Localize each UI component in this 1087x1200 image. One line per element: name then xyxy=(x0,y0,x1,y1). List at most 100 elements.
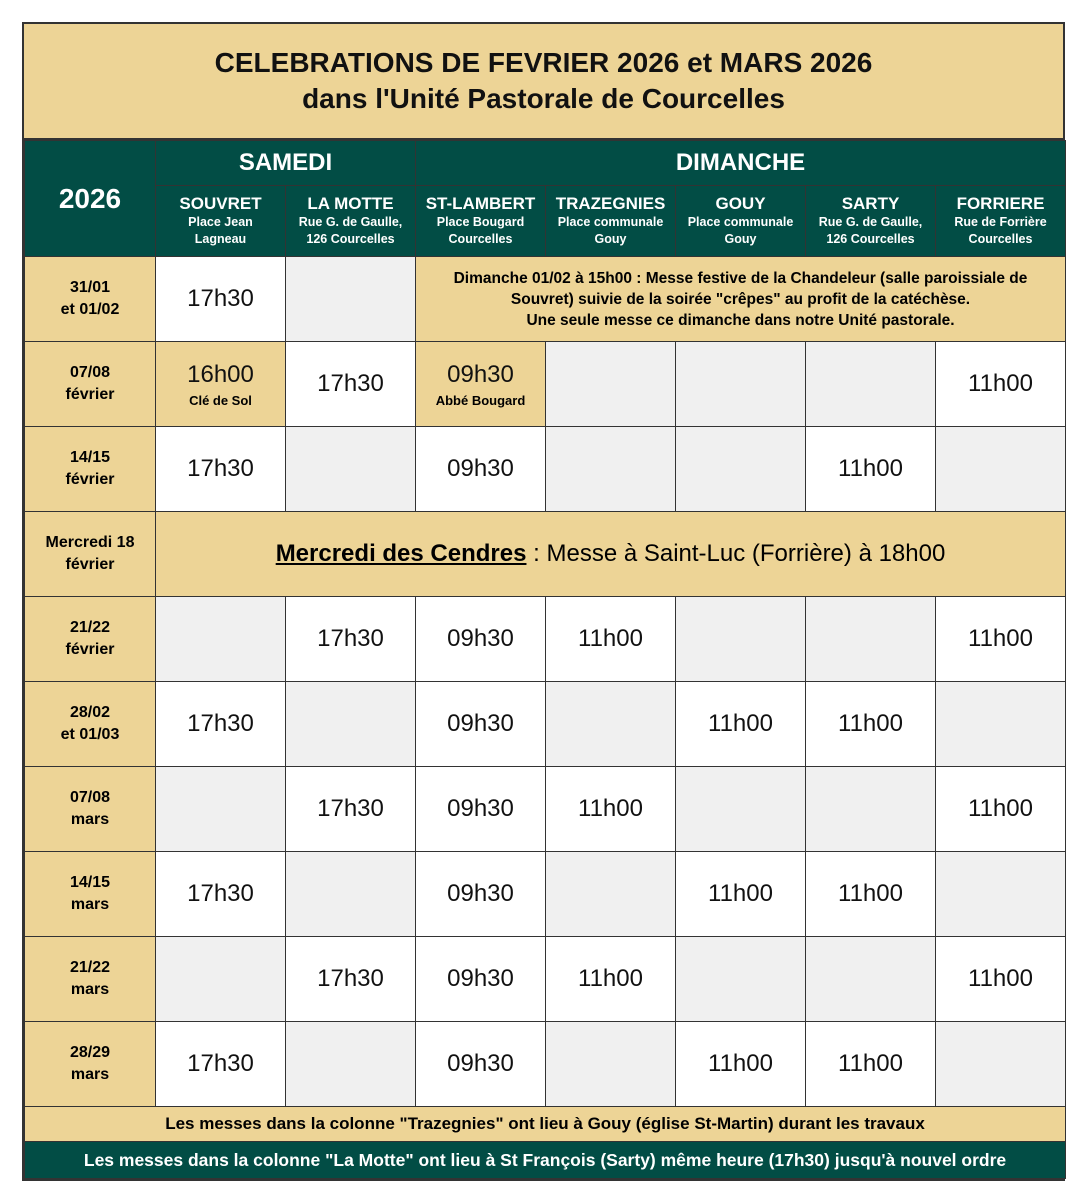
church-address: Courcelles xyxy=(968,232,1033,246)
empty-cell xyxy=(545,681,676,767)
date-line: mars xyxy=(70,981,110,998)
announcement-line: Dimanche 01/02 à 15h00 : Messe festive d… xyxy=(453,269,1028,287)
event-cell: Mercredi des Cendres : Messe à Saint-Luc… xyxy=(154,511,1067,597)
mass-time-cell: 17h30 xyxy=(285,596,416,682)
church-name: ST-LAMBERT xyxy=(425,194,536,213)
announcement-line: Souvret) suivie de la soirée "crêpes" au… xyxy=(510,290,971,308)
church-address: Courcelles xyxy=(448,232,513,246)
empty-cell xyxy=(934,681,1067,767)
date-cell: 14/15 mars xyxy=(24,851,156,937)
date-cell: 07/08 février xyxy=(24,341,156,427)
empty-cell xyxy=(675,936,806,1022)
date-line: février xyxy=(65,471,115,488)
mass-time-cell: 11h00 xyxy=(675,851,806,937)
mass-time: 11h00 xyxy=(838,710,903,737)
mass-time: 11h00 xyxy=(708,1050,773,1077)
mass-time-cell: 11h00 xyxy=(805,681,936,767)
church-address: Gouy xyxy=(594,232,627,246)
church-address: Place Jean xyxy=(188,215,253,229)
date-line: février xyxy=(65,556,115,573)
mass-time-cell: 11h00 xyxy=(545,936,676,1022)
church-address: Gouy xyxy=(724,232,757,246)
mass-time: 11h00 xyxy=(968,795,1033,822)
schedule-sheet: CELEBRATIONS DE FEVRIER 2026 et MARS 202… xyxy=(22,22,1067,1181)
empty-cell xyxy=(155,936,286,1022)
samedi-header: SAMEDI xyxy=(155,140,416,186)
church-name: TRAZEGNIES xyxy=(555,194,666,213)
date-line: 21/22 xyxy=(69,619,111,636)
empty-cell xyxy=(934,1021,1067,1107)
mass-time: 17h30 xyxy=(317,370,384,397)
announcement-cell: Dimanche 01/02 à 15h00 : Messe festive d… xyxy=(414,256,1067,342)
church-address: Rue G. de Gaulle, xyxy=(298,215,403,229)
date-cell: 28/02 et 01/03 xyxy=(24,681,156,767)
mass-time-cell: 09h30 xyxy=(415,1021,546,1107)
event-title: Mercredi des Cendres xyxy=(275,540,527,567)
empty-cell xyxy=(805,936,936,1022)
date-cell: 21/22 mars xyxy=(24,936,156,1022)
date-cell: 21/22 février xyxy=(24,596,156,682)
table-row: Mercredi 18 février Mercredi des Cendres :… xyxy=(24,511,1067,597)
column-header-forriere: FORRIERE Rue de Forrière Courcelles xyxy=(934,185,1067,257)
mass-time: 09h30 xyxy=(447,625,514,652)
date-cell: 28/29 mars xyxy=(24,1021,156,1107)
mass-time-cell: 11h00 xyxy=(675,1021,806,1107)
column-header-st-lambert: ST-LAMBERT Place Bougard Courcelles xyxy=(415,185,546,257)
year-label: 2026 xyxy=(24,140,156,257)
date-line: 28/02 xyxy=(69,704,111,721)
event-text: : Messe à Saint-Luc (Forrière) à 18h00 xyxy=(526,540,946,567)
church-name: SOUVRET xyxy=(179,194,262,213)
mass-time-cell: 17h30 xyxy=(155,851,286,937)
column-header-sarty: SARTY Rue G. de Gaulle, 126 Courcelles xyxy=(805,185,936,257)
empty-cell xyxy=(675,426,806,512)
date-line: 31/01 xyxy=(69,279,111,296)
page-title: CELEBRATIONS DE FEVRIER 2026 et MARS 202… xyxy=(24,24,1063,140)
church-address: Place communale xyxy=(557,215,664,229)
empty-cell xyxy=(545,851,676,937)
date-line: février xyxy=(65,386,115,403)
table-row: 07/08 mars 17h30 09h30 11h00 11h00 xyxy=(24,766,1067,852)
column-header-souvret: SOUVRET Place Jean Lagneau xyxy=(155,185,286,257)
mass-time-cell: 11h00 xyxy=(805,1021,936,1107)
table-row: 14/15 mars 17h30 09h30 11h00 11h00 xyxy=(24,851,1067,937)
footer-note-la-motte: Les messes dans la colonne "La Motte" on… xyxy=(23,1141,1067,1179)
table-row: 14/15 février 17h30 09h30 11h00 xyxy=(24,426,1067,512)
empty-cell xyxy=(805,596,936,682)
mass-time-cell: 11h00 xyxy=(934,766,1067,852)
empty-cell xyxy=(285,681,416,767)
church-address: Place communale xyxy=(687,215,794,229)
empty-cell xyxy=(545,341,676,427)
mass-time: 17h30 xyxy=(187,455,254,482)
dimanche-header: DIMANCHE xyxy=(414,140,1067,186)
date-line: mars xyxy=(70,1066,110,1083)
column-header-trazegnies: TRAZEGNIES Place communale Gouy xyxy=(545,185,676,257)
mass-time-cell: 17h30 xyxy=(155,426,286,512)
date-line: Mercredi 18 xyxy=(45,534,135,551)
table-row: 21/22 mars 17h30 09h30 11h00 11h00 xyxy=(24,936,1067,1022)
mass-time-cell: 11h00 xyxy=(805,426,936,512)
schedule-table: 2026 SAMEDI DIMANCHE SOUVRET Place Jean Lagne… xyxy=(23,140,1067,1179)
footer-note-trazegnies: Les messes dans la colonne "Trazegnies" … xyxy=(23,1106,1067,1142)
church-name: LA MOTTE xyxy=(307,194,394,213)
empty-cell xyxy=(155,766,286,852)
empty-cell xyxy=(285,851,416,937)
empty-cell xyxy=(934,426,1067,512)
mass-time-cell: 09h30 xyxy=(415,426,546,512)
date-line: et 01/02 xyxy=(60,301,120,318)
mass-time-cell: 09h30 Abbé Bougard xyxy=(415,341,546,427)
title-line-2: dans l'Unité Pastorale de Courcelles xyxy=(302,83,785,114)
mass-time-cell: 09h30 xyxy=(415,596,546,682)
date-line: 14/15 xyxy=(69,874,111,891)
mass-time-cell: 17h30 xyxy=(285,936,416,1022)
column-header-la motte: LA MOTTE Rue G. de Gaulle, 126 Courcelles xyxy=(285,185,416,257)
empty-cell xyxy=(155,596,286,682)
church-address: 126 Courcelles xyxy=(306,232,395,246)
mass-time: 11h00 xyxy=(578,625,643,652)
empty-cell xyxy=(675,341,806,427)
date-cell: Mercredi 18 février xyxy=(24,511,156,597)
mass-time: 11h00 xyxy=(968,965,1033,992)
date-line: 28/29 xyxy=(69,1044,111,1061)
mass-time-cell: 16h00 Clé de Sol xyxy=(155,341,286,427)
empty-cell xyxy=(285,426,416,512)
church-address: Rue de Forrière xyxy=(954,215,1047,229)
